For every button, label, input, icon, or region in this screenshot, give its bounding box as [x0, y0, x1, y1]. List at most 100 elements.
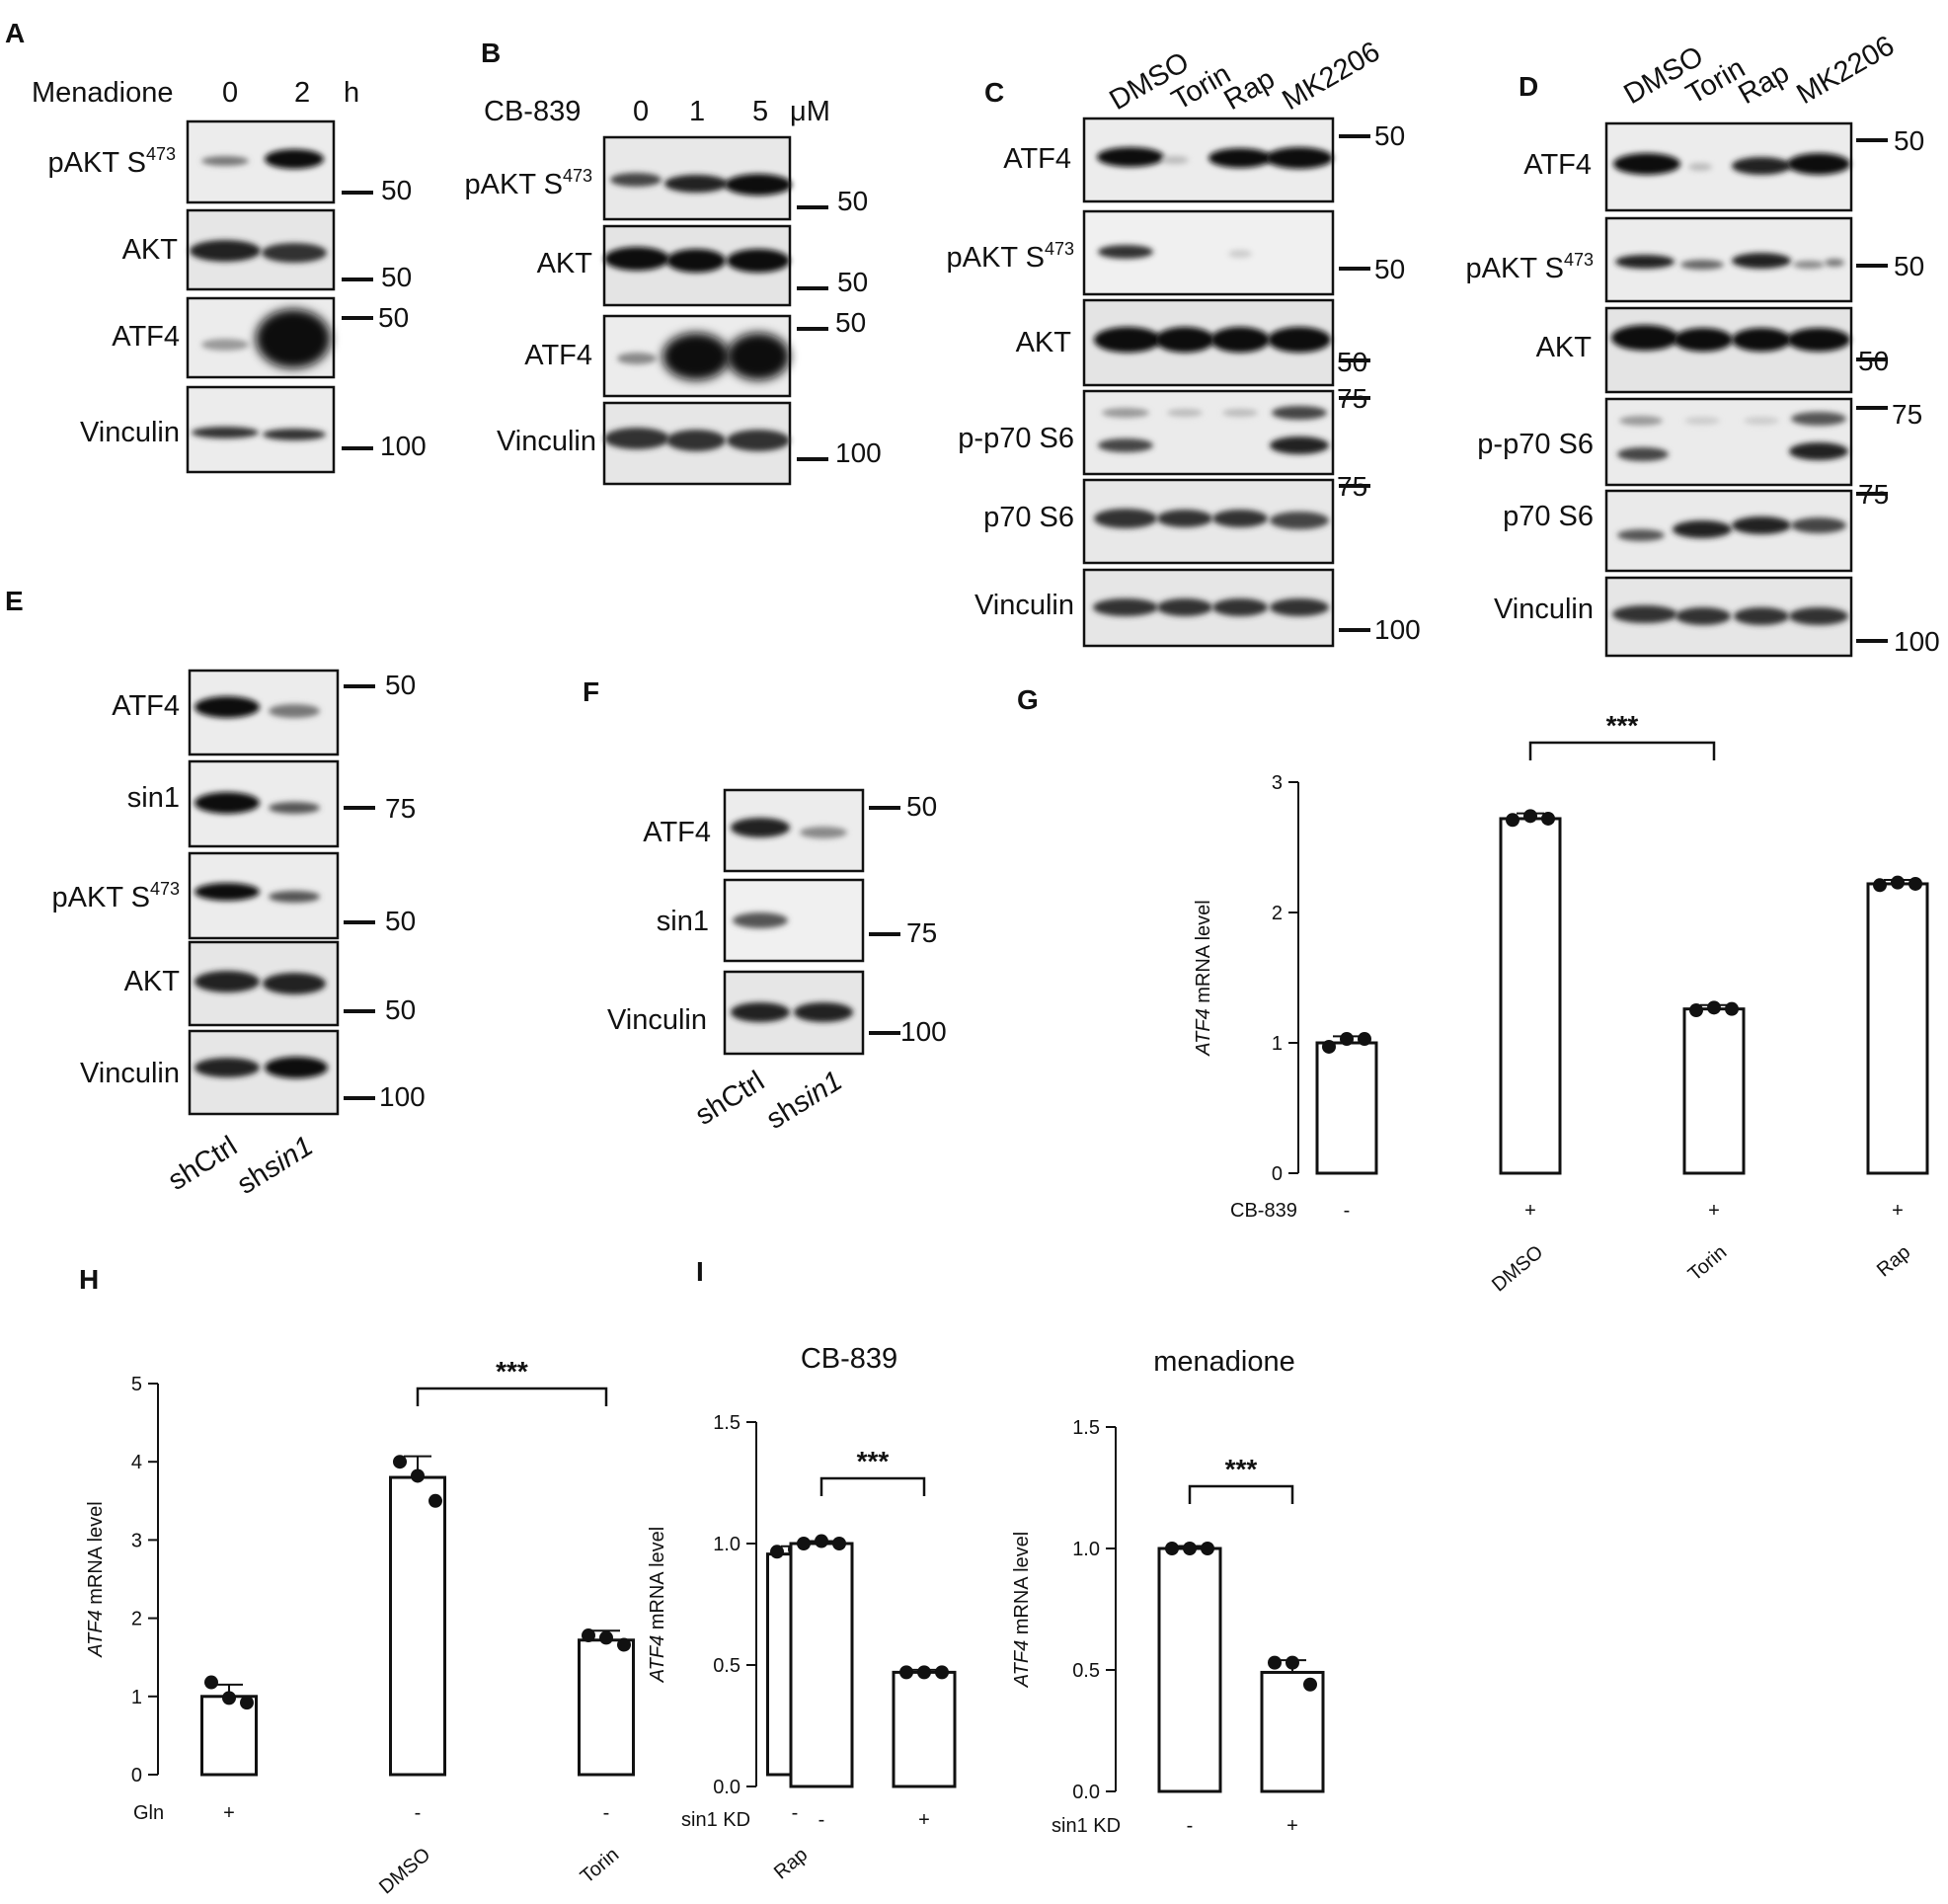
i1-sig-bracket [819, 1476, 926, 1496]
g-category: + [1892, 1200, 1904, 1222]
chart-i-menadione: 0.0 0.5 1.0 1.5 ATF4 mRNA level sin1 KD - + *** m… [1011, 1346, 1325, 1837]
b-header: CB-839 [484, 96, 581, 127]
d-blot-vinculin: Vinculin [1494, 576, 1853, 658]
b-markers [797, 205, 828, 461]
c-label-akt: AKT [1016, 327, 1072, 358]
panel-label-d: D [1519, 71, 1538, 102]
panel-b: B CB-839 0 1 5 μM pAKT S473 AKT ATF4 [465, 38, 882, 486]
h-ytick-label: 1 [131, 1687, 142, 1708]
d-label-vinculin: Vinculin [1494, 594, 1594, 625]
g-category: + [1524, 1200, 1536, 1222]
g-point [1909, 876, 1922, 891]
h-point [599, 1630, 613, 1645]
h-category: - [415, 1802, 422, 1824]
i2-point [1286, 1655, 1299, 1670]
a-blot-vinculin: Vinculin [80, 385, 336, 474]
e-blot-akt: AKT [124, 940, 340, 1027]
c-blot-vinculin: Vinculin [974, 568, 1335, 648]
i2-title: menadione [1153, 1346, 1295, 1378]
g-bar [1315, 1041, 1378, 1175]
panel-e: E ATF4 sin1 pAKT S473 AKT [5, 586, 426, 1201]
panel-a: A Menadione 0 2 h pAKT S473 AKT ATF4 Vin [5, 18, 427, 474]
e-label-vinculin: Vinculin [80, 1058, 180, 1089]
f-blot-vinculin: Vinculin [607, 970, 865, 1056]
g-point [1523, 809, 1537, 824]
i2-point [1303, 1677, 1317, 1692]
e-marker-3: 50 [385, 906, 416, 936]
b-marker-2: 50 [837, 267, 868, 297]
g-point [1358, 1032, 1371, 1047]
a-marker-2: 50 [381, 262, 412, 292]
i1-category: - [818, 1809, 825, 1831]
panel-d: D DMSO Torin Rap MK2206 ATF4 pAKT S473 [1466, 30, 1940, 658]
i2-point [1165, 1542, 1179, 1555]
b-marker-1: 50 [837, 186, 868, 216]
g-category: - [1344, 1200, 1351, 1222]
g-point [1322, 1039, 1336, 1054]
h-point [582, 1628, 595, 1643]
a-lane-0: 0 [222, 77, 238, 109]
h-point [429, 1493, 442, 1508]
h-point [204, 1675, 218, 1690]
b-blot-atf4: ATF4 [524, 314, 792, 398]
a-label-akt: AKT [122, 234, 179, 266]
svg-text:pAKT S473: pAKT S473 [1466, 250, 1594, 284]
h-point [617, 1637, 631, 1652]
e-label-sin1: sin1 [127, 782, 180, 814]
i1-ytick-label: 1.5 [713, 1412, 740, 1434]
a-unit: h [344, 77, 359, 109]
g-point [1541, 811, 1555, 826]
h-ytick-label: 5 [131, 1374, 142, 1395]
h-bar [389, 1475, 446, 1777]
a-blot-akt: AKT [122, 208, 336, 291]
f-marker-2: 75 [906, 917, 937, 948]
h-treatment: Torin [577, 1844, 623, 1888]
i2-ytick-label: 1.0 [1072, 1539, 1100, 1560]
e-blot-pakt: pAKT S473 [52, 851, 340, 940]
h-ytick-label: 0 [131, 1765, 142, 1786]
c-blot-pp70: p-p70 S6 [958, 389, 1335, 476]
e-markers [344, 684, 375, 1100]
c-lane-rap: Rap [1219, 63, 1281, 117]
b-blot-akt: AKT [537, 224, 792, 307]
i1-point [832, 1537, 846, 1550]
h-ytick-label: 2 [131, 1609, 142, 1630]
g-bar [1499, 817, 1562, 1175]
a-marker-3: 50 [378, 302, 409, 333]
b-blot-pakt: pAKT S473 [465, 135, 792, 221]
i2-category: + [1286, 1815, 1298, 1837]
g-bar [1682, 1007, 1746, 1175]
i1-point [815, 1534, 828, 1548]
g-sig-label: *** [1606, 710, 1639, 741]
g-point [1891, 875, 1905, 890]
i1-row-label: sin1 KD [681, 1809, 750, 1831]
f-marker-3: 100 [900, 1016, 947, 1047]
b-blot-vinculin: Vinculin [497, 401, 792, 486]
svg-text:pAKT S473: pAKT S473 [947, 239, 1074, 274]
g-bar [1866, 882, 1929, 1175]
g-sig-bracket [1528, 741, 1716, 760]
i1-point [797, 1537, 811, 1550]
c-label-vinculin: Vinculin [974, 590, 1074, 621]
h-y-label: ATF4 mRNA level [85, 1501, 107, 1657]
d-label-akt: AKT [1536, 332, 1593, 363]
b-label-vinculin: Vinculin [497, 426, 596, 457]
b-unit: μM [790, 96, 830, 127]
panel-f: F ATF4 sin1 Vinculin 50 75 100 shCtrl sh… [583, 676, 947, 1136]
panel-label-g: G [1017, 684, 1039, 715]
d-blot-p70: p70 S6 [1503, 489, 1853, 573]
d-marker-1: 50 [1894, 125, 1924, 156]
g-treatment: Torin [1684, 1241, 1731, 1286]
e-label-pakt: pAKT S [52, 882, 150, 913]
c-marker-5: 75 [1337, 471, 1367, 502]
h-treatment: DMSO [375, 1844, 434, 1898]
d-lane-mk2206: MK2206 [1792, 30, 1901, 111]
d-marker-6: 100 [1894, 626, 1940, 657]
c-label-pakt: pAKT S [947, 242, 1045, 274]
chart-g: 0 1 2 3 ATF4 mRNA level CB-839 - + + + DMSO Torin Ra… [1193, 710, 1929, 1296]
b-lane-0: 0 [633, 96, 649, 127]
a-marker-1: 50 [381, 175, 412, 205]
d-marker-3: 50 [1858, 346, 1889, 376]
i1-bar [892, 1670, 957, 1788]
